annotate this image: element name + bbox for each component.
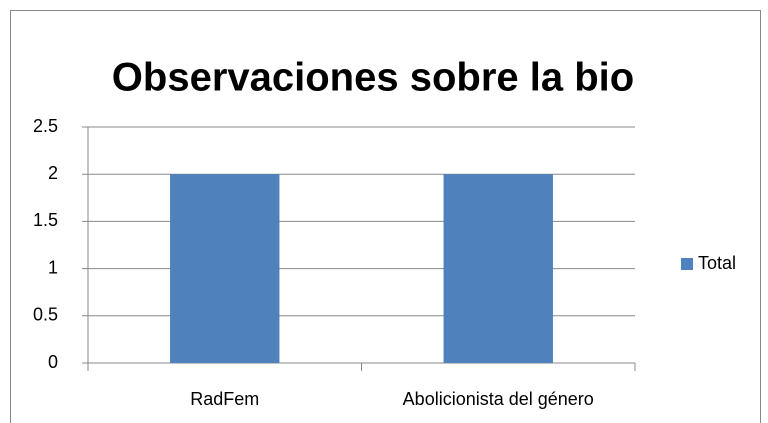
legend-label: Total	[698, 253, 736, 273]
y-tick-label: 1	[48, 257, 58, 277]
chart-frame	[10, 10, 761, 423]
y-tick-label: 0.5	[33, 305, 58, 325]
chart-title: Observaciones sobre la bio	[112, 56, 634, 100]
bar	[170, 174, 280, 363]
x-tick-label: Abolicionista del género	[403, 389, 594, 409]
bar	[443, 174, 553, 363]
y-tick-label: 2.5	[33, 116, 58, 136]
y-tick-label: 1.5	[33, 210, 58, 230]
y-tick-label: 2	[48, 163, 58, 183]
legend-swatch	[681, 258, 693, 270]
y-tick-label: 0	[48, 352, 58, 372]
x-tick-label: RadFem	[190, 389, 259, 409]
